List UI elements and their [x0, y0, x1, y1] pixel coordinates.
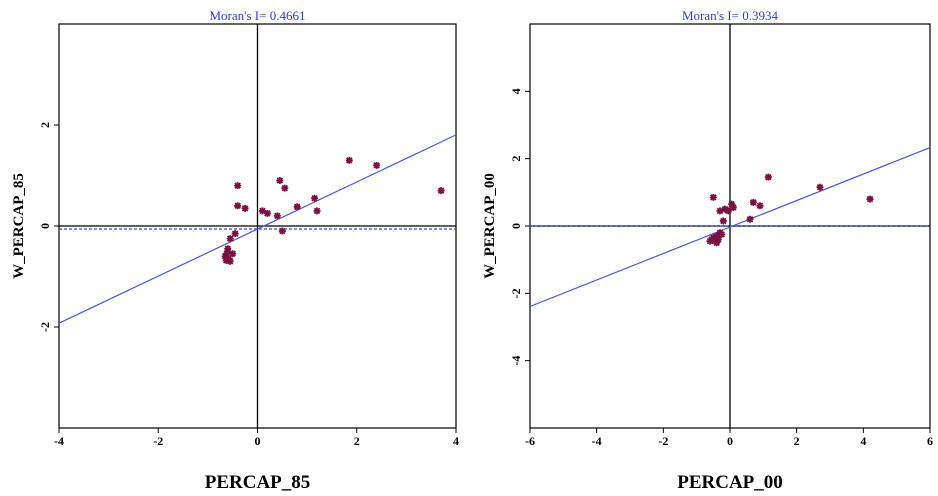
data-point [713, 232, 721, 240]
data-point [756, 202, 764, 210]
y-tick-label: -4 [509, 356, 523, 366]
data-point [866, 195, 874, 203]
data-point [716, 207, 724, 215]
data-point [222, 256, 230, 264]
data-point [345, 156, 353, 164]
data-point [281, 184, 289, 192]
x-axis-label: PERCAP_85 [205, 472, 311, 493]
x-tick-label: -2 [658, 434, 668, 448]
data-point [764, 173, 772, 181]
data-point [311, 194, 319, 202]
chart-title: Moran's I= 0.3934 [682, 8, 778, 23]
chart-panel-left: Moran's I= 0.4661 -4 -2 0 2 4 -2 0 2 PERCAP_85 W_P… [11, 8, 459, 493]
data-point [718, 230, 726, 238]
data-point [226, 235, 234, 243]
chart-title: Moran's I= 0.4661 [210, 8, 306, 23]
x-tick-label: 0 [727, 434, 733, 448]
y-tick-label: 0 [509, 223, 523, 229]
data-point [231, 230, 239, 238]
x-tick-label: 2 [354, 434, 360, 448]
y-tick-label: -2 [38, 322, 52, 332]
x-tick-label: 2 [794, 434, 800, 448]
x-tick-label: -4 [592, 434, 602, 448]
x-tick-label: -6 [525, 434, 535, 448]
regression-line [530, 146, 930, 308]
data-point [437, 187, 445, 195]
regression-line [59, 134, 456, 324]
data-point [373, 161, 381, 169]
x-tick-label: 4 [453, 434, 459, 448]
data-point [706, 237, 714, 245]
x-tick-label: 6 [927, 434, 933, 448]
data-point [273, 212, 281, 220]
data-point [816, 183, 824, 191]
x-tick-label: -4 [54, 434, 64, 448]
x-axis-label: PERCAP_00 [677, 472, 783, 493]
data-point [234, 182, 242, 190]
data-point [313, 207, 321, 215]
y-tick-label: 2 [38, 122, 52, 128]
data-point [263, 209, 271, 217]
data-point [746, 215, 754, 223]
data-point [714, 235, 722, 243]
y-tick-label: 2 [509, 156, 523, 162]
x-tick-label: 0 [255, 434, 261, 448]
data-point [709, 193, 717, 201]
data-point [729, 203, 737, 211]
data-point [224, 247, 232, 255]
data-point [276, 177, 284, 185]
data-point [226, 257, 234, 265]
y-axis-label: W_PERCAP_00 [482, 173, 498, 279]
x-tick-label: 4 [860, 434, 866, 448]
y-tick-label: -2 [509, 288, 523, 298]
y-axis-label: W_PERCAP_85 [11, 173, 27, 279]
chart-panel-right: Moran's I= 0.3934 -6 -4 -2 0 2 4 6 4 2 0 -2 -4 PERCAP… [482, 8, 933, 493]
data-point [229, 250, 237, 258]
y-tick-label: 0 [38, 223, 52, 229]
data-point [293, 203, 301, 211]
data-point [719, 217, 727, 225]
data-point [713, 239, 721, 247]
data-point [278, 227, 286, 235]
y-tick-label: 4 [509, 88, 523, 94]
x-tick-label: -2 [153, 434, 163, 448]
data-point [724, 207, 732, 215]
data-point [721, 205, 729, 213]
data-point [728, 200, 736, 208]
data-point [234, 202, 242, 210]
data-point [258, 207, 266, 215]
data-point [241, 204, 249, 212]
data-point [749, 198, 757, 206]
data-point [221, 252, 229, 260]
